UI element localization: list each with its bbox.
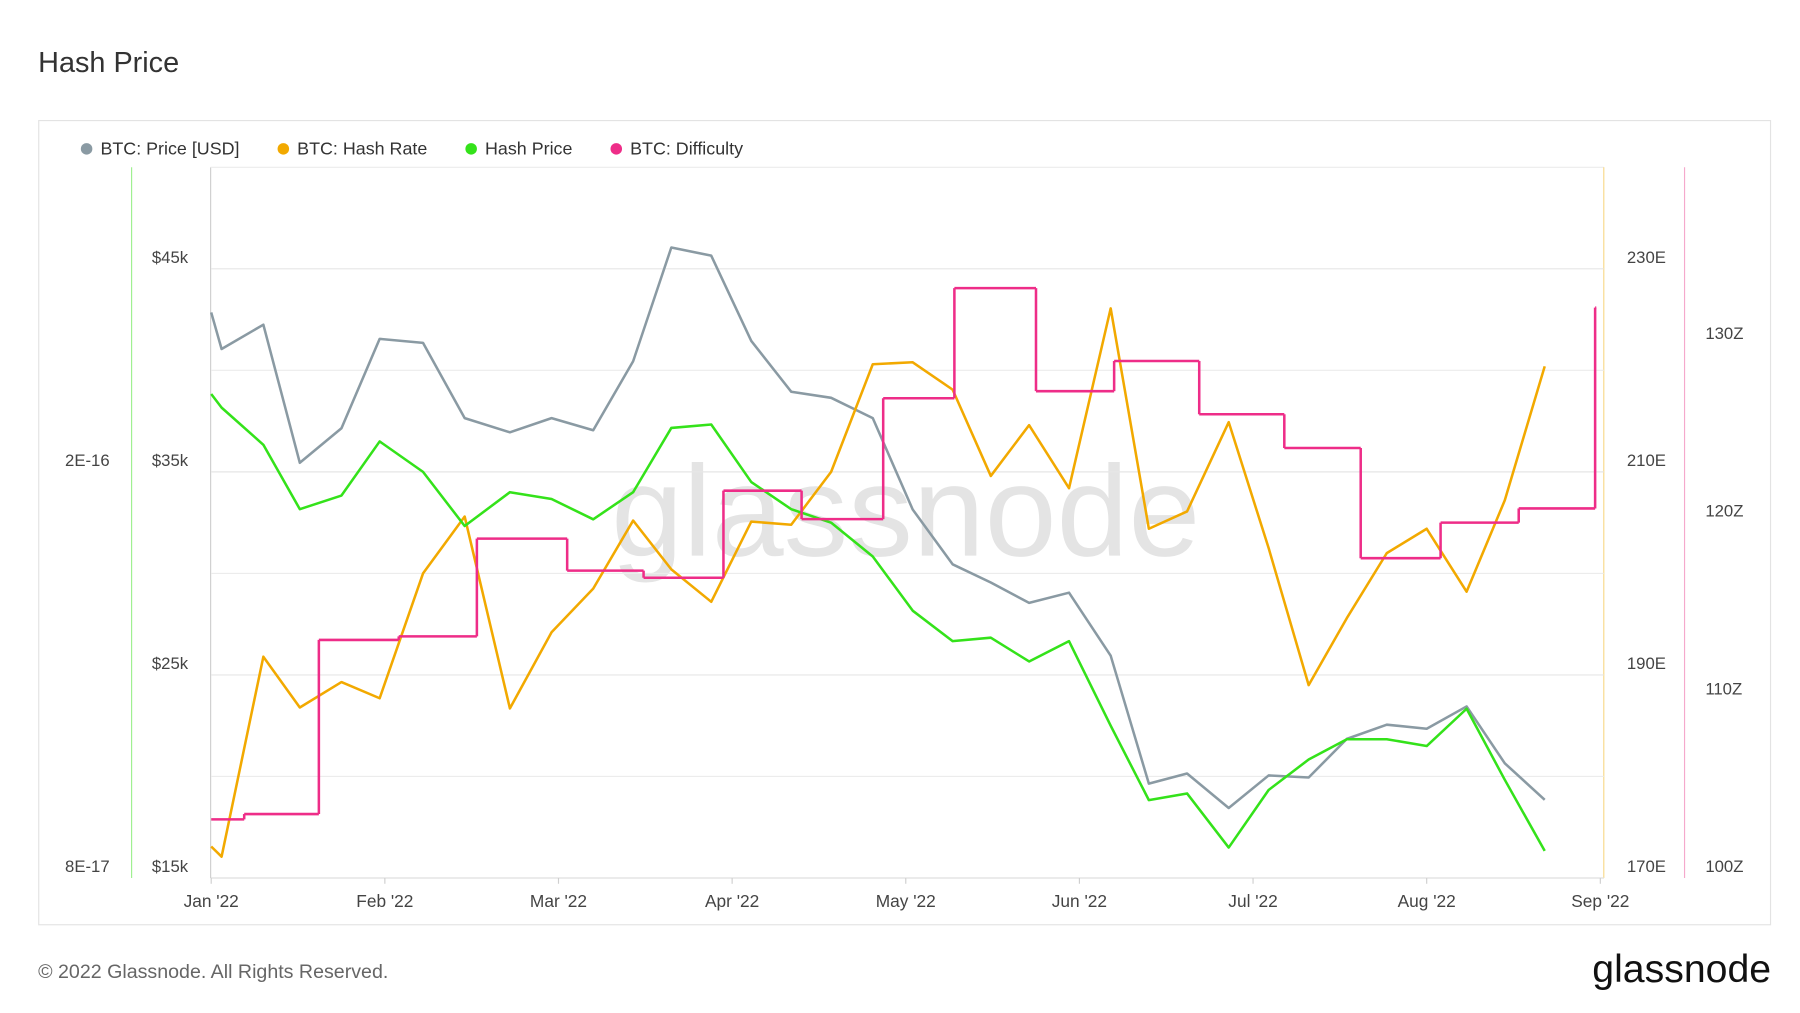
series-line: [210, 393, 1546, 852]
legend-label: Hash Price: [485, 139, 572, 159]
y-tick-label: $15k: [152, 857, 189, 876]
y2-tick-label: 190E: [1627, 654, 1666, 673]
y4-tick-label: 130Z: [1705, 324, 1743, 343]
x-tick-label: Jul '22: [1228, 891, 1277, 911]
series-line: [210, 307, 1546, 858]
y-tick-label: $35k: [152, 451, 189, 470]
x-tick-label: Jan '22: [184, 891, 239, 911]
legend-label: BTC: Hash Rate: [297, 139, 427, 159]
legend-marker: [465, 143, 477, 155]
y-tick-label: $45k: [152, 248, 189, 267]
legend-label: BTC: Difficulty: [630, 139, 743, 159]
legend-label: BTC: Price [USD]: [100, 139, 239, 159]
series-line: [209, 246, 1546, 810]
legend-marker: [277, 143, 290, 155]
y4-tick-label: 110Z: [1705, 679, 1742, 698]
y2-tick-label: 170E: [1627, 857, 1666, 876]
chart-title: Hash Price: [38, 47, 179, 79]
footer: © 2022 Glassnode. All Rights Reserved.: [38, 961, 388, 983]
x-tick-label: Mar '22: [530, 891, 587, 911]
chart-panel: [38, 119, 1772, 926]
plot: $15k $25k $35k $45k 170E 190E 210E 230E 8E-17 2E-…: [65, 139, 1743, 911]
x-tick-label: Jun '22: [1052, 891, 1107, 911]
x-tick-label: Aug '22: [1398, 891, 1456, 911]
y4-tick-label: 120Z: [1705, 502, 1743, 521]
legend-marker: [610, 143, 623, 155]
y3-tick-label: 8E-17: [65, 857, 110, 876]
y2-tick-label: 230E: [1627, 248, 1666, 267]
y4-tick-label: 100Z: [1705, 857, 1743, 876]
y3-tick-label: 2E-16: [65, 451, 110, 470]
x-tick-label: Feb '22: [356, 891, 413, 911]
x-tick-label: Sep '22: [1571, 891, 1629, 911]
watermark: glassnode: [611, 440, 1200, 584]
y-tick-label: $25k: [152, 654, 189, 673]
x-tick-label: May '22: [876, 891, 936, 911]
x-tick-label: Apr '22: [705, 891, 759, 911]
logo: glassnode: [1592, 947, 1771, 991]
legend-marker: [80, 143, 93, 155]
y2-tick-label: 210E: [1627, 451, 1666, 470]
